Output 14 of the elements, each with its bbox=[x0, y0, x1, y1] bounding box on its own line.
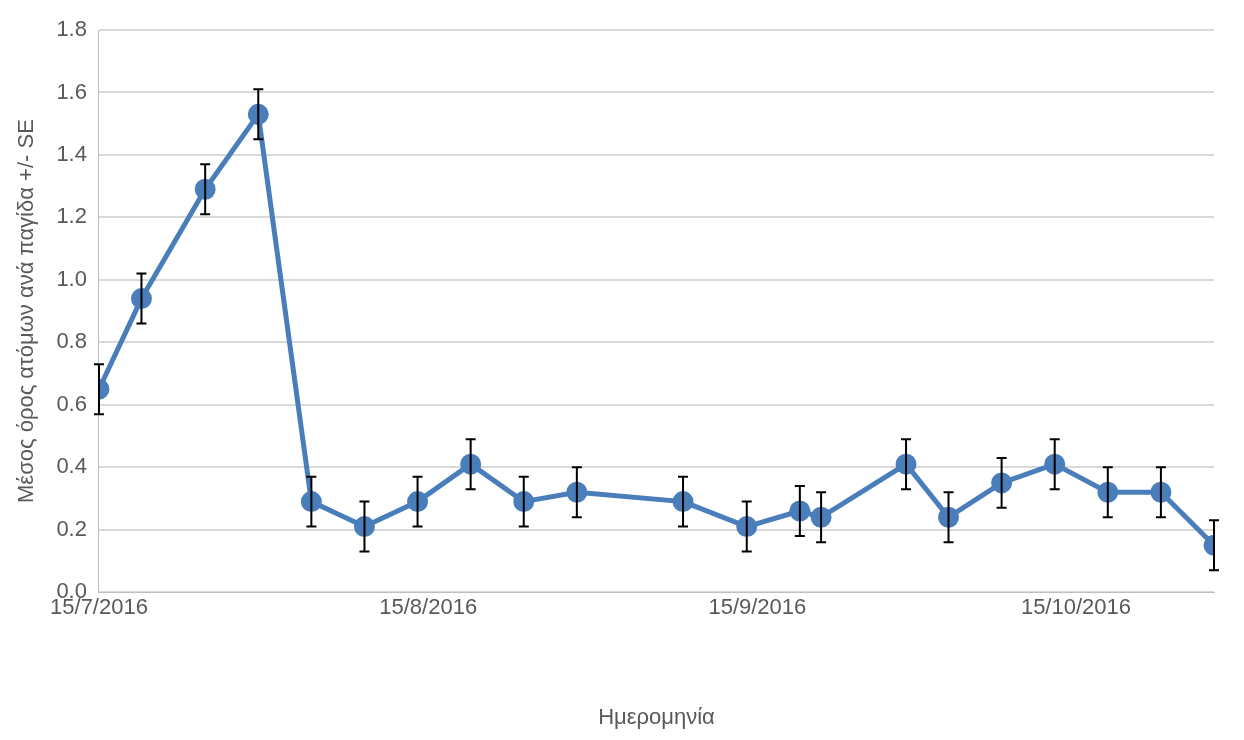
x-tick-label: 15/10/2016 bbox=[1020, 594, 1132, 620]
y-tick-label: 1.0 bbox=[56, 265, 87, 291]
y-tick-label: 0.6 bbox=[56, 390, 87, 416]
y-tick-label: 1.6 bbox=[56, 78, 87, 104]
y-tick-label: 1.4 bbox=[56, 141, 87, 166]
x-tick-label: 15/9/2016 bbox=[708, 594, 807, 620]
y-tick-label: 1.2 bbox=[56, 203, 87, 229]
y-axis-title: Μέσος όρος ατόμων ανά παγίδα +/- SE bbox=[13, 119, 39, 504]
y-tick-label: 0.4 bbox=[56, 453, 87, 479]
y-tick-label: 0.8 bbox=[56, 328, 87, 354]
y-tick-label: 1.8 bbox=[56, 16, 87, 42]
x-axis-title: Ημερομηνία bbox=[598, 703, 716, 729]
x-tick-label: 15/8/2016 bbox=[379, 594, 478, 620]
y-tick-label: 0.2 bbox=[56, 515, 87, 541]
